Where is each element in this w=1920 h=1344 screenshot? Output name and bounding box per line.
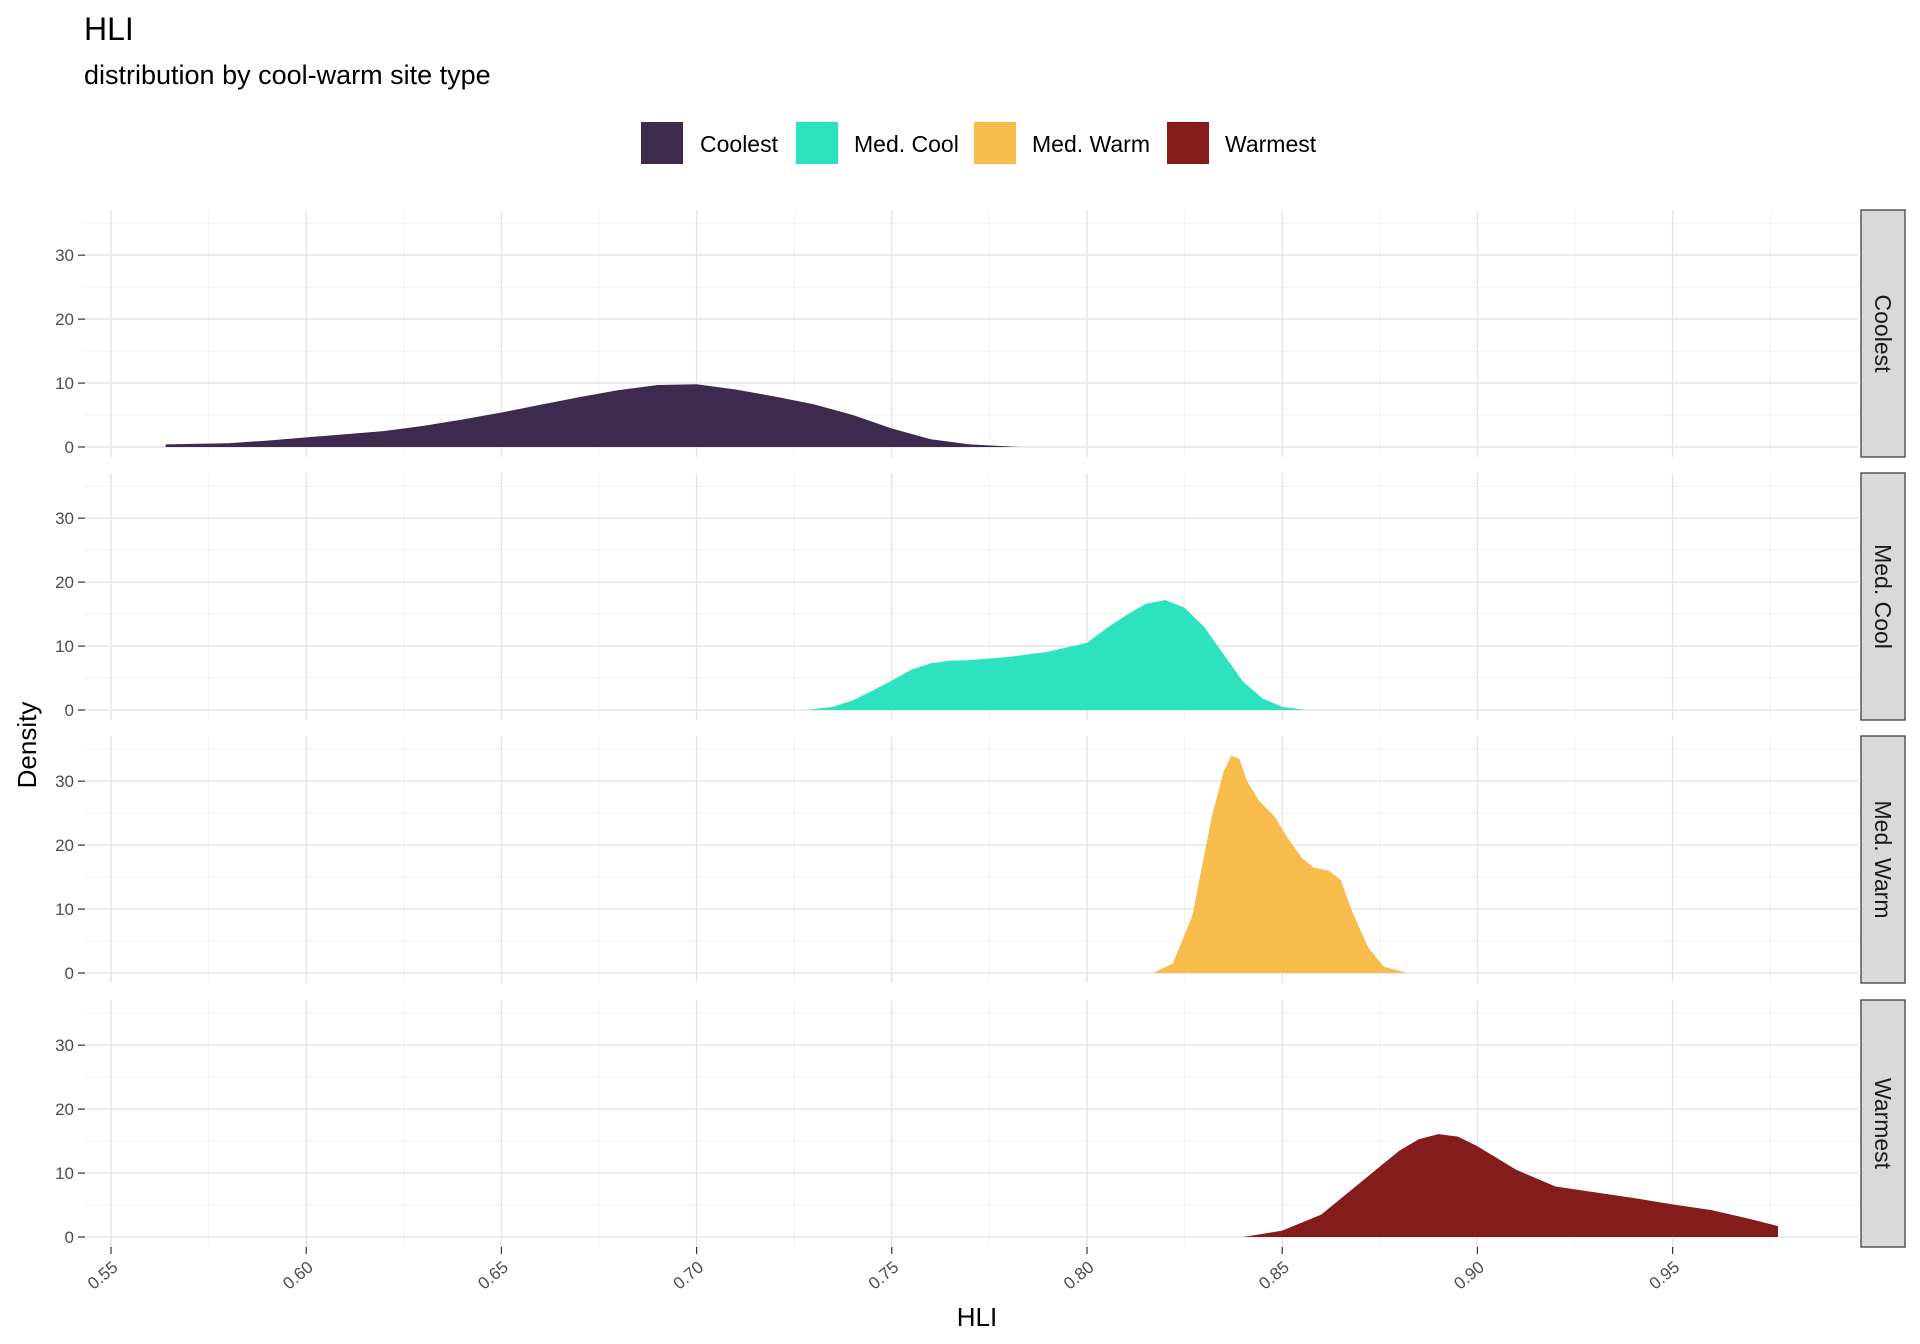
legend-label-0: Coolest — [700, 131, 779, 157]
x-tick-label: 0.95 — [1646, 1258, 1684, 1294]
y-tick-label: 0 — [65, 438, 74, 457]
x-tick-label: 0.80 — [1060, 1258, 1098, 1294]
facet-panel-3: 0 10 20 30 Warmest — [55, 999, 1906, 1248]
facet-panels: 0 10 20 30 Coolest 0 10 20 30 Med. Cool 0 10 20 30 Med… — [55, 209, 1906, 1248]
legend-key-2 — [974, 122, 1016, 164]
facet-strip — [1860, 999, 1906, 1248]
y-axis-title: Density — [12, 702, 42, 789]
x-tick-label: 0.70 — [670, 1258, 708, 1294]
y-tick-label: 0 — [65, 1228, 74, 1247]
y-tick-label: 10 — [55, 1164, 74, 1183]
y-tick-label: 0 — [65, 964, 74, 983]
x-axis-title: HLI — [957, 1302, 997, 1332]
x-tick-label: 0.65 — [474, 1258, 512, 1294]
facet-strip-label: Coolest — [1870, 295, 1896, 374]
x-tick-label: 0.85 — [1255, 1258, 1293, 1294]
x-tick-label: 0.90 — [1450, 1258, 1488, 1294]
legend-key-0 — [641, 122, 683, 164]
panel-background — [85, 736, 1858, 983]
chart-title: HLI — [84, 11, 134, 47]
density-area-med-cool — [805, 600, 1306, 710]
legend-label-2: Med. Warm — [1032, 131, 1150, 157]
legend-label-1: Med. Cool — [854, 131, 959, 157]
legend-key-3 — [1167, 122, 1209, 164]
y-tick-label: 30 — [55, 1036, 74, 1055]
y-tick-label: 20 — [55, 310, 74, 329]
facet-strip — [1860, 735, 1906, 984]
x-tick-label: 0.60 — [279, 1258, 317, 1294]
y-tick-label: 20 — [55, 573, 74, 592]
facet-panel-2: 0 10 20 30 Med. Warm — [55, 735, 1906, 984]
x-axis: 0.55 0.60 0.65 0.70 0.75 0.80 0.85 0.90 0.95 — [84, 1247, 1683, 1293]
y-tick-label: 30 — [55, 509, 74, 528]
legend-key-1 — [796, 122, 838, 164]
y-tick-label: 10 — [55, 900, 74, 919]
facet-strip-label: Med. Warm — [1870, 801, 1896, 919]
density-area-warmest — [1243, 1134, 1778, 1237]
facet-panel-1: 0 10 20 30 Med. Cool — [55, 472, 1906, 721]
y-tick-label: 30 — [55, 772, 74, 791]
facet-panel-0: 0 10 20 30 Coolest — [55, 209, 1906, 458]
panel-background — [85, 210, 1858, 457]
x-tick-label: 0.55 — [84, 1258, 122, 1294]
y-tick-label: 30 — [55, 246, 74, 265]
legend-label-3: Warmest — [1225, 131, 1317, 157]
y-tick-label: 0 — [65, 701, 74, 720]
y-tick-label: 10 — [55, 374, 74, 393]
density-area-med-warm — [1153, 755, 1408, 973]
x-tick-label: 0.75 — [865, 1258, 903, 1294]
y-tick-label: 20 — [55, 1100, 74, 1119]
facet-strip-label: Med. Cool — [1870, 544, 1896, 649]
density-area-coolest — [165, 384, 1021, 447]
facet-strip — [1860, 472, 1906, 721]
facet-strip-label: Warmest — [1870, 1078, 1896, 1170]
legend: Coolest Med. Cool Med. Warm Warmest — [641, 122, 1317, 164]
chart-subtitle: distribution by cool-warm site type — [84, 60, 491, 90]
y-tick-label: 10 — [55, 637, 74, 656]
y-tick-label: 20 — [55, 836, 74, 855]
facet-strip — [1860, 209, 1906, 458]
